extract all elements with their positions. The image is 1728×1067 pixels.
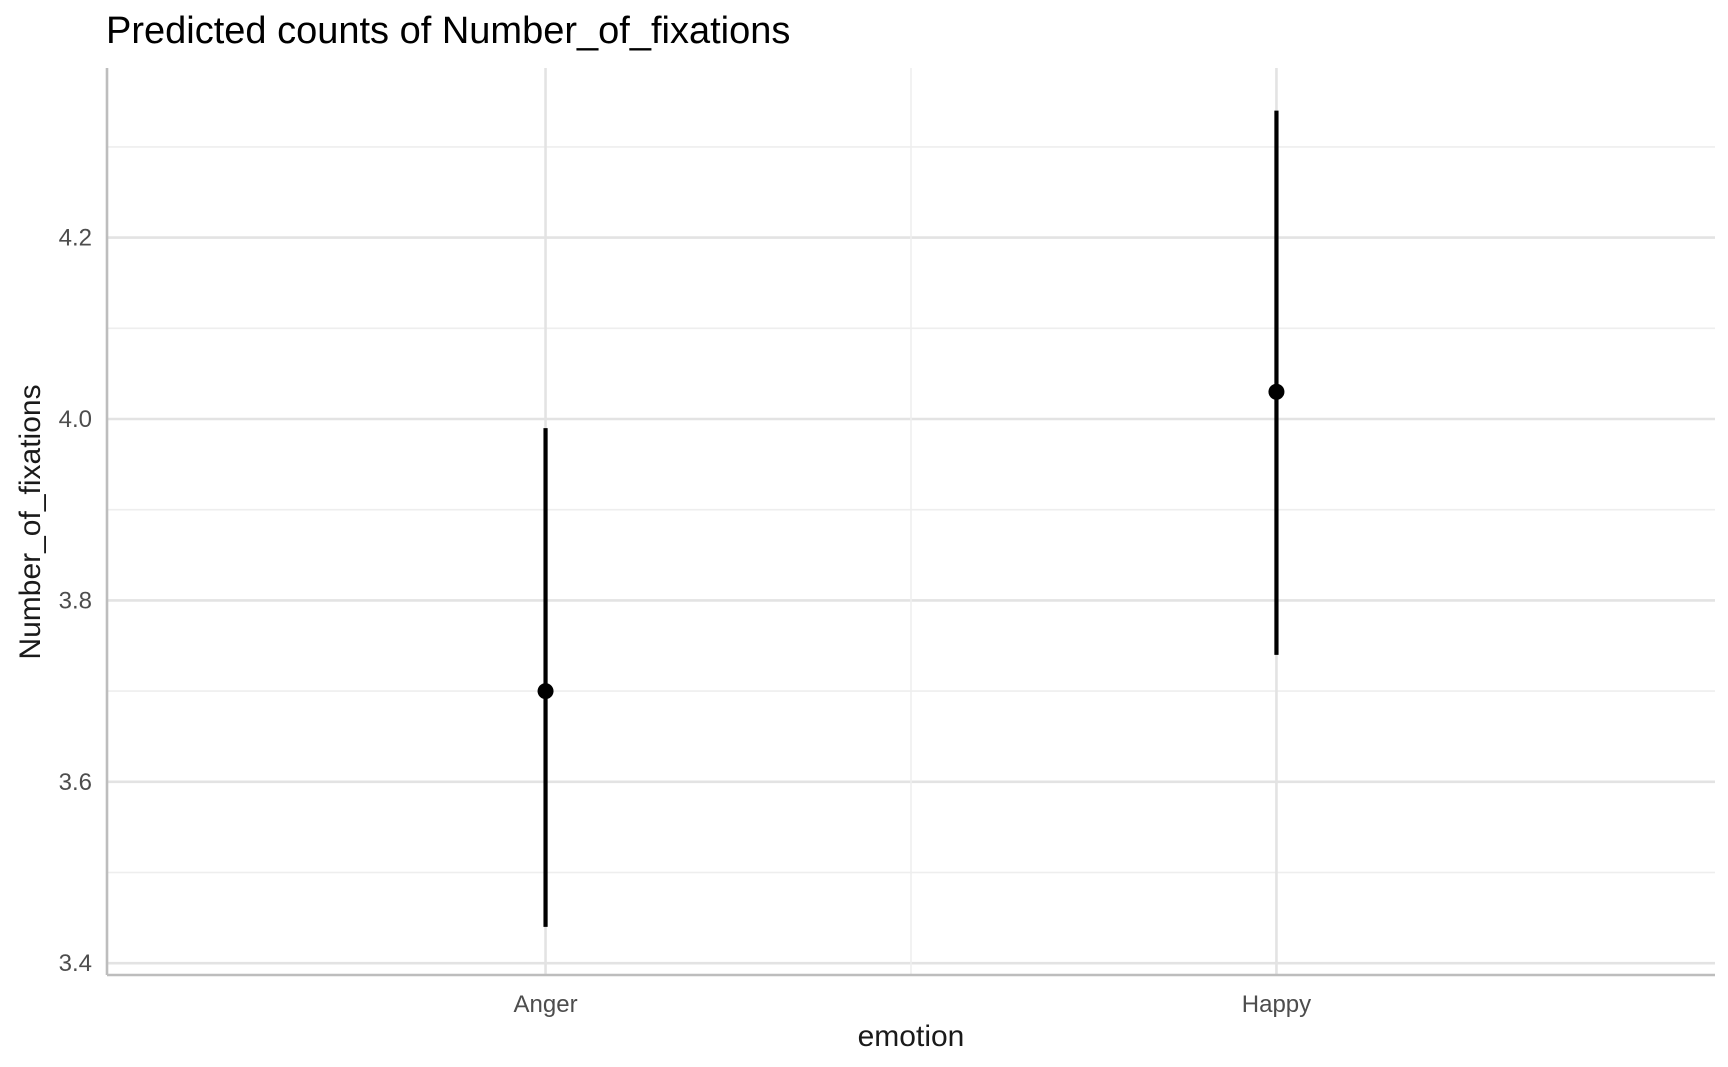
y-axis-title: Number_of_fixations [14, 384, 47, 659]
x-tick-labels: Anger Happy [514, 991, 1312, 1018]
x-axis-title: emotion [858, 1020, 965, 1053]
estimate-point [537, 683, 554, 700]
x-tick-label: Anger [514, 991, 578, 1018]
y-tick-label: 3.4 [59, 950, 92, 977]
grid [107, 68, 1715, 975]
y-tick-label: 4.0 [59, 406, 92, 433]
point-ranges [537, 110, 1285, 927]
y-tick-label: 3.8 [59, 587, 92, 614]
y-tick-label: 3.6 [59, 769, 92, 796]
y-tick-labels: 3.4 3.6 3.8 4.0 4.2 [59, 225, 92, 978]
x-tick-label: Happy [1242, 991, 1311, 1018]
y-tick-label: 4.2 [59, 225, 92, 252]
estimate-point [1268, 383, 1285, 400]
chart-title: Predicted counts of Number_of_fixations [106, 10, 790, 52]
